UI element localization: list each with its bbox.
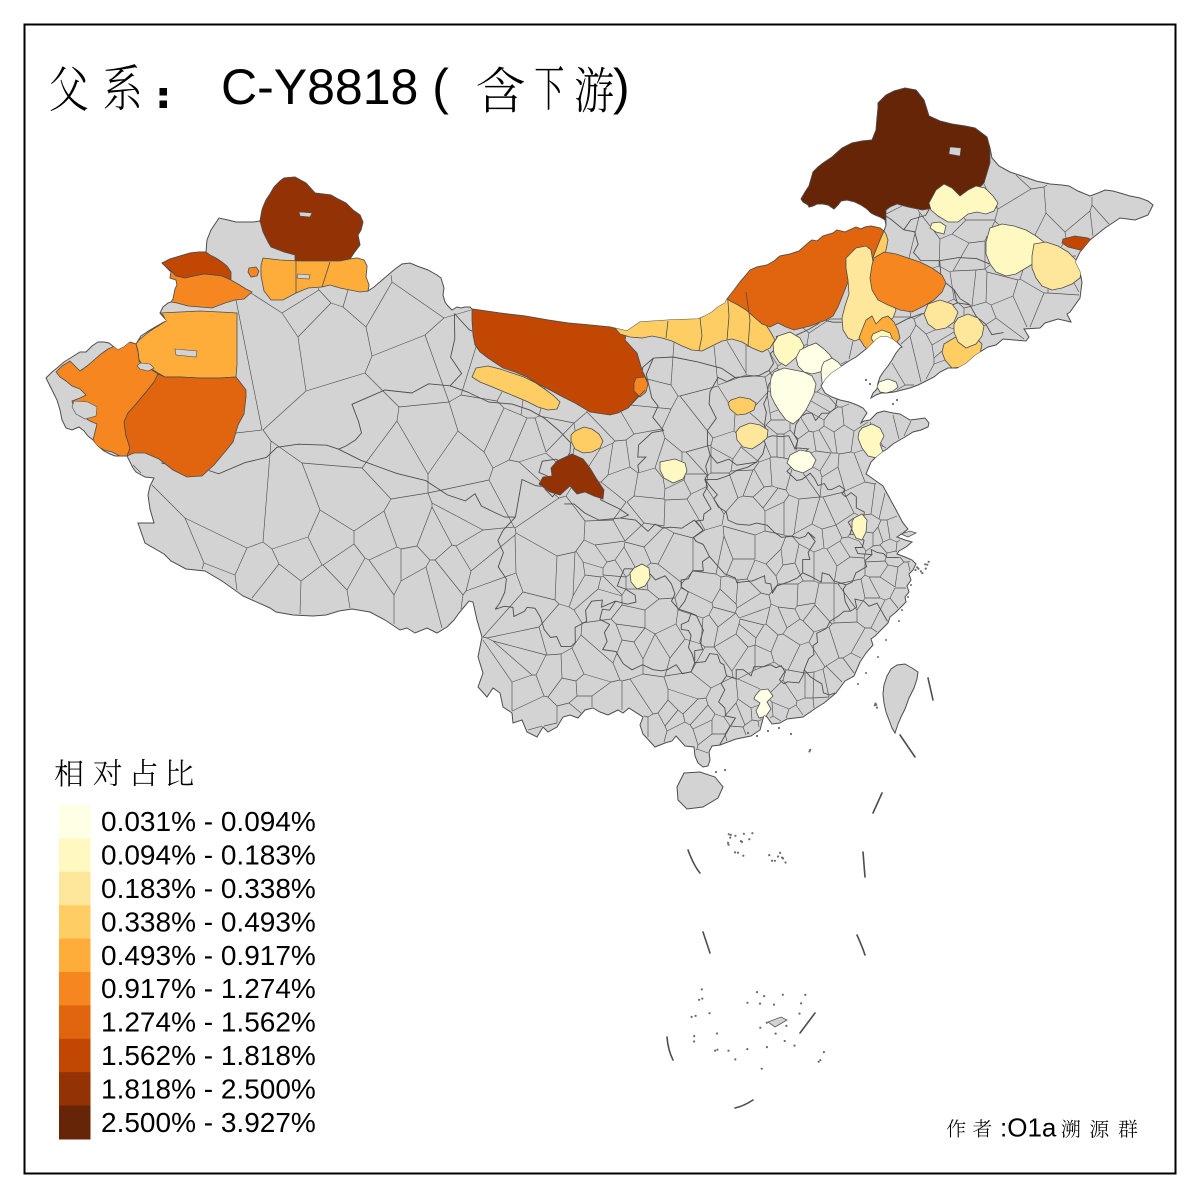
svg-text:0.183% - 0.338%: 0.183% - 0.338%	[101, 873, 316, 904]
svg-text:0.493% - 0.917%: 0.493% - 0.917%	[101, 940, 316, 971]
svg-text:C-Y8818 (: C-Y8818 (	[221, 59, 449, 115]
svg-text:0.094% - 0.183%: 0.094% - 0.183%	[101, 840, 316, 871]
svg-text:1.562% - 1.818%: 1.562% - 1.818%	[101, 1040, 316, 1071]
svg-text:2.500% - 3.927%: 2.500% - 3.927%	[101, 1107, 316, 1138]
svg-text:0.338% - 0.493%: 0.338% - 0.493%	[101, 906, 316, 937]
svg-text:0.031% - 0.094%: 0.031% - 0.094%	[101, 806, 316, 837]
svg-text::O1a: :O1a	[1000, 1113, 1057, 1143]
svg-text:0.917% - 1.274%: 0.917% - 1.274%	[101, 973, 316, 1004]
svg-text:): )	[613, 59, 630, 115]
svg-text:1.818% - 2.500%: 1.818% - 2.500%	[101, 1073, 316, 1104]
svg-text:1.274% - 1.562%: 1.274% - 1.562%	[101, 1007, 316, 1038]
